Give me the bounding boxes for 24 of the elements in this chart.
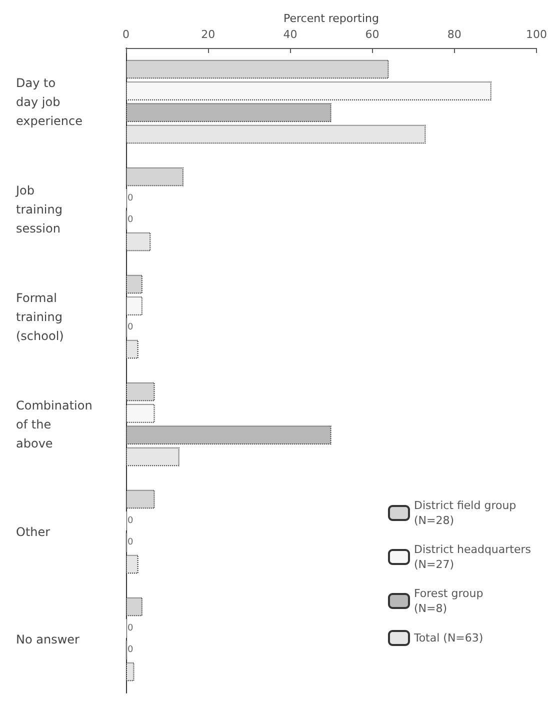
x-tick-label: 20 [201,28,216,41]
y-tick-label: Other [16,524,50,539]
data-label: 0 [128,623,134,634]
legend-label: Total (N=63) [412,632,484,644]
x-tick-label: 0 [122,28,130,41]
y-tick-label: Job training session [15,183,62,236]
x-axis-title: Percent reporting [284,12,379,25]
data-label: 0 [128,193,134,204]
data-label: 0 [128,645,134,656]
data-label: 0 [128,322,134,333]
legend-label: District field group (N=28) [414,499,516,527]
x-tick-label: 60 [365,28,380,41]
legend-label: District headquarters (N=27) [414,543,532,571]
x-tick-label: 40 [283,28,298,41]
data-label: 0 [128,538,134,548]
x-tick-label: 100 [526,28,547,41]
y-tick-label: No answer [16,632,80,646]
y-tick-label: Combination of the above [16,398,92,450]
data-label: 0 [128,516,134,526]
y-tick-label: Day to day job experience [16,76,83,128]
legend-label: Forest group (N=8) [414,587,484,615]
data-label: 0 [128,215,134,226]
y-tick-label: Formal training (school) [16,290,64,343]
x-tick-label: 80 [447,28,462,41]
